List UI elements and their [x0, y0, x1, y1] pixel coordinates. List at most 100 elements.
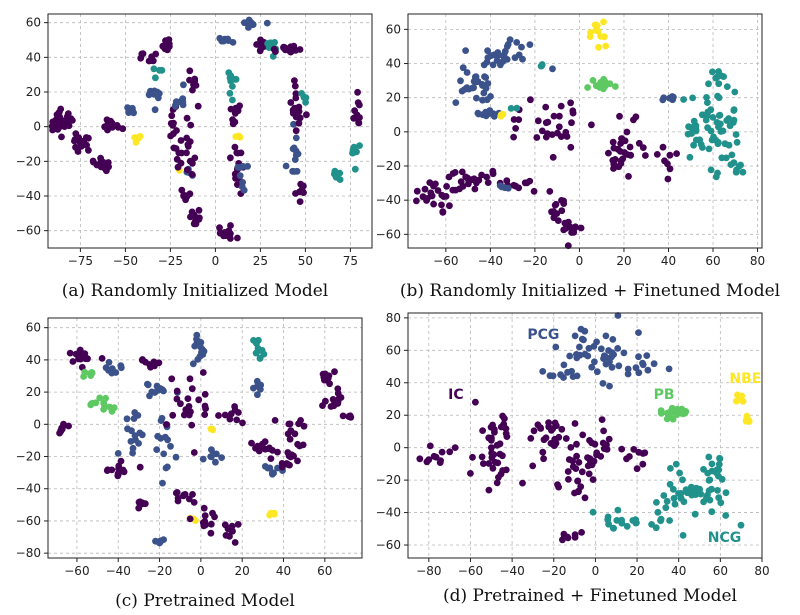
scatter-point-ncg — [150, 65, 158, 73]
scatter-point-ic — [136, 463, 144, 471]
scatter-point-pcg — [557, 371, 564, 379]
scatter-point-ic — [207, 520, 215, 528]
scatter-point-ic — [549, 153, 557, 161]
scatter-point-ic — [152, 50, 160, 58]
x-tick-label: −25 — [158, 254, 183, 268]
scatter-point-pcg — [290, 120, 297, 128]
scatter-point-pb — [80, 373, 87, 380]
plot-frame — [47, 317, 363, 559]
scatter-point-pcg — [511, 54, 519, 62]
scatter-point-ic — [573, 440, 580, 448]
scatter-point-ic — [57, 116, 64, 124]
scatter-point-pcg — [484, 54, 492, 61]
x-tick-label: 0 — [197, 564, 205, 578]
scatter-point-ic — [571, 534, 579, 541]
scatter-point-pb — [596, 83, 604, 91]
scatter-point-ic — [478, 171, 485, 179]
scatter-point-pcg — [549, 372, 557, 380]
scatter-point-ic — [295, 108, 303, 115]
scatter-point-ic — [216, 224, 223, 232]
scatter-point-ic — [271, 417, 279, 424]
scatter-point-ic — [199, 369, 207, 376]
scatter-point-ncg — [349, 149, 356, 157]
y-tick-label: −40 — [376, 506, 401, 520]
scatter-point-ic — [639, 460, 647, 468]
scatter-point-pcg — [573, 372, 581, 380]
scatter-point-ncg — [722, 489, 730, 497]
scatter-point-ic — [300, 422, 308, 430]
scatter-point-ic — [571, 420, 579, 427]
scatter-point-pcg — [593, 368, 601, 376]
scatter-point-ic — [611, 156, 619, 163]
scatter-point-ic — [168, 375, 176, 383]
scatter-point-ic — [188, 421, 196, 429]
scatter-point-ic — [625, 173, 632, 180]
scatter-point-ic — [605, 149, 612, 157]
y-tick-label: 40 — [26, 50, 41, 64]
plot-frame — [47, 13, 373, 249]
scatter-point-ncg — [662, 504, 670, 512]
scatter-point-ic — [437, 457, 444, 465]
scatter-point-pcg — [493, 57, 501, 64]
scatter-point-pcg — [462, 47, 469, 54]
scatter-point-pcg — [566, 352, 574, 360]
scatter-point-ic — [574, 477, 582, 485]
scatter-point-pcg — [172, 453, 180, 461]
scatter-point-ic — [416, 455, 424, 463]
scatter-point-ic — [485, 434, 493, 442]
scatter-point-ic — [557, 102, 565, 110]
scatter-point-ncg — [653, 499, 660, 506]
scatter-point-ic — [533, 134, 541, 141]
scatter-point-ic — [177, 137, 185, 144]
scatter-point-ic — [642, 152, 649, 159]
scatter-point-ncg — [705, 80, 712, 88]
scatter-point-pcg — [605, 347, 612, 354]
scatter-point-pcg — [218, 454, 226, 461]
scatter-point-ic — [235, 409, 242, 416]
scatter-point-ic — [85, 146, 92, 154]
scatter-point-ic — [142, 358, 149, 366]
scatter-point-ic — [98, 355, 106, 362]
scatter-point-pcg — [552, 343, 560, 351]
scatter-point-ic — [526, 177, 534, 185]
scatter-point-pcg — [244, 162, 252, 170]
scatter-point-ic — [500, 420, 508, 428]
scatter-point-ic — [564, 242, 572, 250]
scatter-point-pcg — [282, 162, 290, 170]
scatter-point-ic — [258, 444, 266, 452]
scatter-point-ic — [471, 185, 479, 193]
scatter-point-ic — [66, 349, 74, 357]
scatter-point-pcg — [129, 449, 137, 457]
scatter-point-pcg — [135, 440, 143, 447]
scatter-point-ic — [530, 187, 538, 195]
scatter-point-pcg — [134, 412, 142, 419]
scatter-point-pcg — [157, 434, 165, 442]
scatter-point-pcg — [489, 61, 497, 69]
scatter-point-ncg — [728, 151, 736, 159]
scatter-point-ic — [566, 223, 574, 231]
scatter-point-ic — [274, 448, 281, 456]
scatter-point-ic — [499, 467, 506, 474]
scatter-point-pcg — [643, 352, 651, 359]
scatter-point-ic — [267, 455, 275, 462]
scatter-point-ic — [478, 453, 486, 461]
scatter-point-pcg — [199, 455, 207, 463]
scatter-point-ncg — [513, 104, 521, 112]
scatter-point-ic — [200, 504, 208, 512]
scatter-point-ic — [253, 41, 260, 48]
scatter-point-ic — [451, 169, 459, 176]
scatter-point-ic — [558, 197, 565, 204]
scatter-point-pcg — [588, 363, 596, 371]
scatter-point-ic — [653, 151, 661, 158]
scatter-point-ic — [588, 461, 596, 469]
scatter-point-pcg — [236, 172, 244, 180]
scatter-point-ic — [618, 445, 626, 453]
scatter-point-ic — [201, 512, 209, 520]
scatter-point-pcg — [254, 391, 261, 399]
scatter-point-pcg — [573, 351, 580, 358]
scatter-point-ic — [227, 154, 234, 162]
scatter-point-ic — [547, 440, 555, 447]
scatter-point-nbe — [586, 33, 594, 40]
scatter-point-ic — [483, 173, 491, 181]
